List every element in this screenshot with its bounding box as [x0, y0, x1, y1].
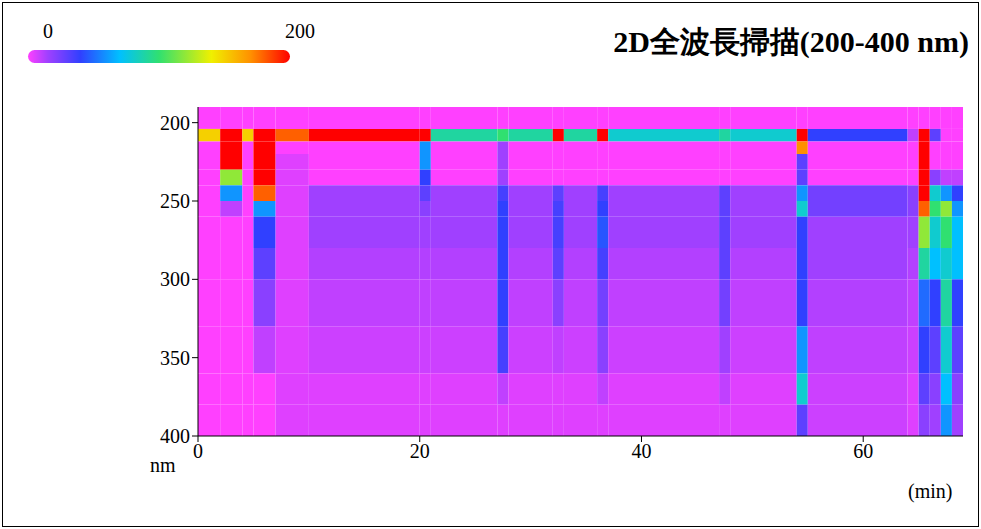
svg-text:300: 300 — [160, 268, 190, 290]
svg-text:250: 250 — [160, 190, 190, 212]
svg-text:40: 40 — [631, 440, 651, 462]
html-text:(min): (min) — [908, 480, 953, 502]
html-text:nm: nm — [150, 454, 176, 476]
svg-text:20: 20 — [410, 440, 430, 462]
svg-text:0: 0 — [193, 440, 203, 462]
svg-text:60: 60 — [853, 440, 873, 462]
svg-text:200: 200 — [285, 20, 315, 42]
svg-text:200: 200 — [160, 112, 190, 134]
svg-text:0: 0 — [43, 20, 53, 42]
html-text:2D全波長掃描(200-400 nm): 2D全波長掃描(200-400 nm) — [613, 25, 969, 58]
svg-text:350: 350 — [160, 347, 190, 369]
svg-text:400: 400 — [160, 425, 190, 447]
